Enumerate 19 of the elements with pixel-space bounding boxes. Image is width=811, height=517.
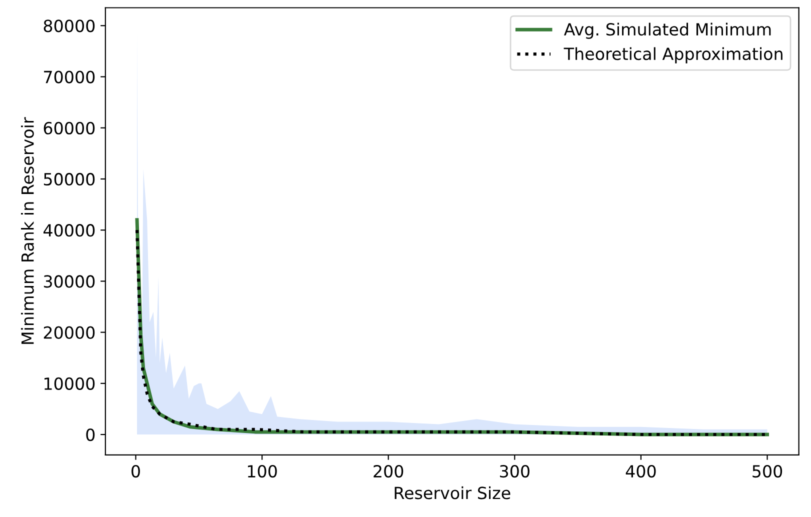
y-tick-label: 60000 (44, 122, 95, 134)
y-tick-label: 40000 (44, 224, 95, 237)
x-axis-title: Reservoir Size (394, 486, 510, 500)
y-tick-label: 0 (86, 428, 95, 442)
y-tick-label: 80000 (44, 20, 95, 32)
y-tick-label: 70000 (44, 70, 95, 84)
legend-label: Theoretical Approximation (564, 47, 782, 64)
y-tick-label: 10000 (44, 377, 95, 390)
x-tick-label: 200 (374, 464, 404, 478)
x-tick-label: 400 (626, 464, 656, 478)
y-axis-title: Minimum Rank in Reservoir (21, 117, 34, 344)
y-tick-label: 20000 (44, 326, 95, 339)
x-tick-label: 100 (248, 464, 277, 478)
x-tick-label: 0 (132, 464, 140, 478)
y-tick-label: 30000 (44, 275, 95, 288)
x-tick-label: 300 (500, 464, 530, 478)
y-tick-label: 50000 (44, 172, 95, 186)
legend-label: Avg. Simulated Minimum (564, 22, 771, 39)
x-tick-label: 500 (752, 464, 782, 478)
